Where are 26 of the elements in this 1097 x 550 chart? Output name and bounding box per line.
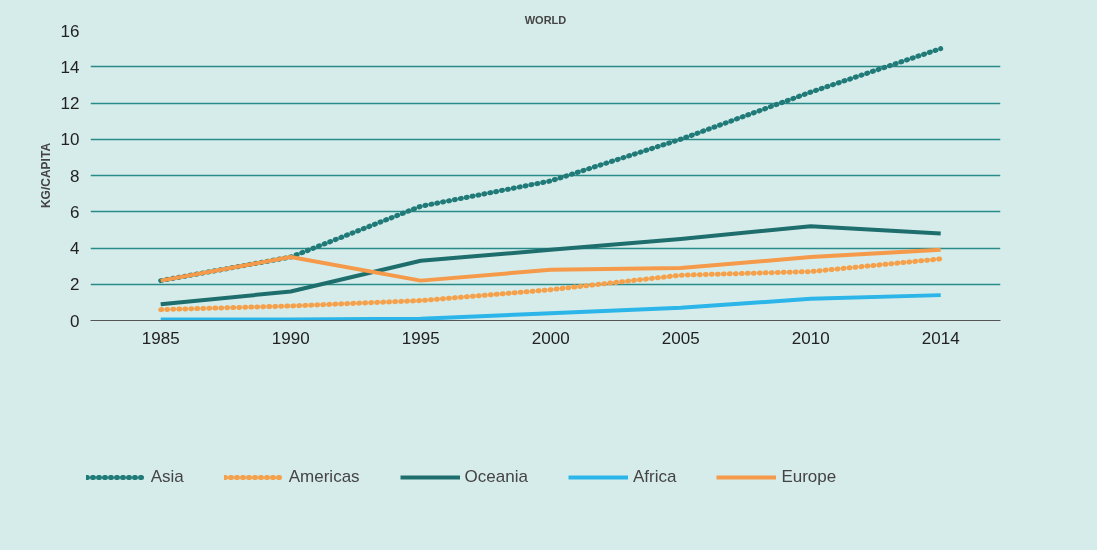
x-tick-label: 2014 [921, 328, 960, 348]
x-tick-label: 2010 [791, 328, 830, 348]
y-tick-label: 4 [70, 239, 80, 258]
legend-label: Europe [781, 467, 837, 487]
y-axis-title: KG/CAPITA [38, 142, 53, 209]
legend-label: Asia [150, 467, 184, 487]
y-tick-label: 12 [60, 94, 80, 113]
y-tick-label: 0 [70, 311, 80, 331]
y-tick-label: 8 [70, 166, 80, 186]
line-series [158, 247, 943, 283]
legend-label: Oceania [464, 467, 528, 487]
y-tick-label: 6 [70, 202, 80, 222]
y-tick-label: 2 [70, 275, 80, 295]
line-series [158, 224, 943, 307]
legend-label: Africa [632, 467, 677, 487]
x-tick-label: 2000 [531, 328, 570, 348]
legend-label: Americas [288, 467, 360, 487]
y-tick-label: 16 [60, 21, 80, 41]
x-tick-label: 1985 [141, 328, 180, 348]
chart-title: WORLD [524, 13, 567, 26]
x-tick-label: 1990 [271, 328, 310, 348]
x-tick-label: 2005 [661, 328, 700, 348]
y-tick-label: 14 [60, 57, 80, 77]
line-series [158, 293, 943, 321]
x-tick-label: 1995 [401, 328, 440, 348]
y-tick-label: 10 [60, 130, 80, 150]
